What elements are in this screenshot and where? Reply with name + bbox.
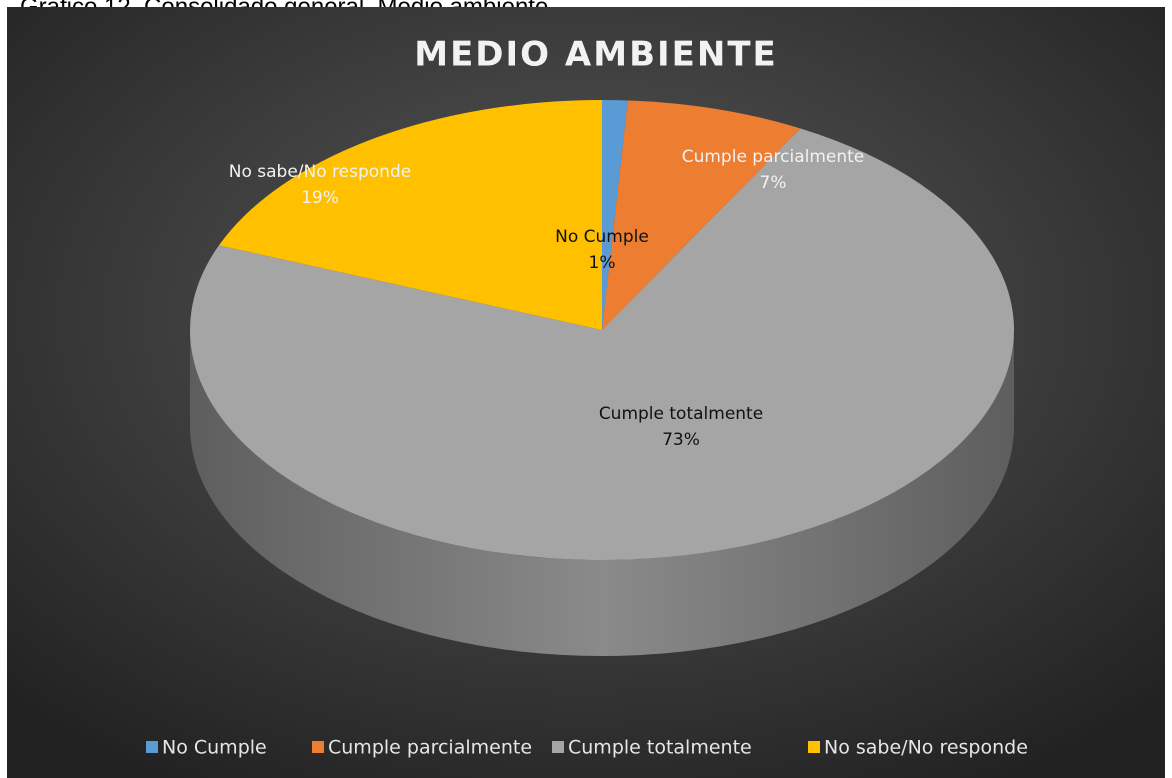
pie-slice bbox=[602, 100, 628, 330]
pie-slice bbox=[602, 100, 801, 330]
legend: No Cumple Cumple parcialmente Cumple total… bbox=[146, 737, 1028, 759]
pie-side bbox=[190, 330, 1014, 656]
legend-label: No Cumple bbox=[162, 737, 267, 759]
legend-swatch bbox=[808, 741, 820, 753]
legend-label: Cumple parcialmente bbox=[328, 737, 532, 759]
data-labels: No Cumple 1% Cumple parcialmente 7% Cumple t… bbox=[229, 147, 865, 450]
data-label-name: No sabe/No responde bbox=[229, 162, 411, 182]
data-label-value: 19% bbox=[301, 188, 339, 208]
data-label-value: 1% bbox=[589, 253, 616, 273]
legend-label: No sabe/No responde bbox=[824, 737, 1028, 759]
pie-slice bbox=[190, 128, 1014, 560]
data-label-value: 7% bbox=[760, 173, 787, 193]
legend-label: Cumple totalmente bbox=[568, 737, 752, 759]
chart-title: MEDIO AMBIENTE bbox=[414, 35, 777, 75]
data-label-name: Cumple parcialmente bbox=[682, 147, 865, 167]
data-label-value: 73% bbox=[662, 430, 700, 450]
legend-swatch bbox=[552, 741, 564, 753]
data-label-name: No Cumple bbox=[555, 227, 649, 247]
legend-swatch bbox=[146, 741, 158, 753]
pie-slice bbox=[218, 100, 603, 330]
data-label-name: Cumple totalmente bbox=[599, 404, 763, 424]
pie bbox=[190, 100, 1014, 656]
legend-swatch bbox=[312, 741, 324, 753]
